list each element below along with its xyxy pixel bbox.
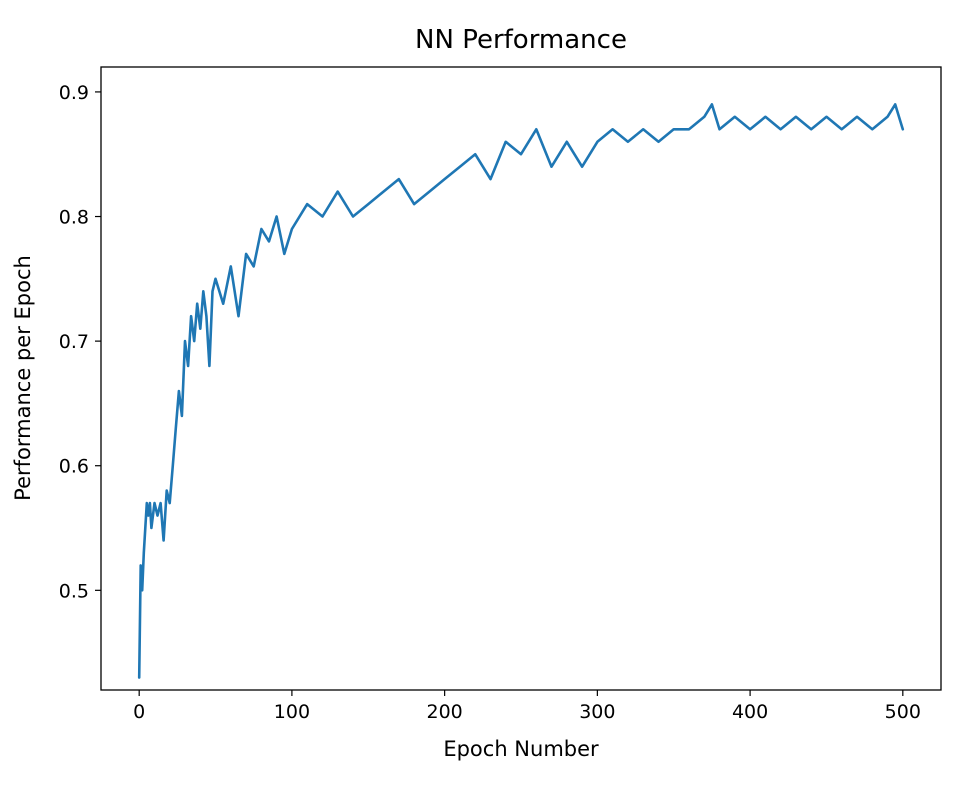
y-tick-label: 0.8 — [59, 207, 89, 229]
chart-title: NN Performance — [415, 25, 627, 55]
x-tick-label: 500 — [885, 701, 921, 723]
y-tick-label: 0.5 — [59, 580, 89, 602]
y-tick-label: 0.9 — [59, 82, 89, 104]
x-tick-label: 200 — [427, 701, 463, 723]
plot-area-frame — [100, 66, 942, 691]
x-axis-label: Epoch Number — [443, 737, 599, 761]
x-tick-label: 300 — [579, 701, 615, 723]
y-axis-label: Performance per Epoch — [11, 255, 35, 501]
y-axis-ticks: 0.5 0.6 0.7 0.8 0.9 — [59, 82, 101, 602]
performance-series-line — [137, 103, 905, 679]
x-tick-label: 100 — [274, 701, 310, 723]
y-tick-label: 0.6 — [59, 456, 89, 478]
series-layer — [137, 103, 905, 679]
y-tick-label: 0.7 — [59, 331, 89, 353]
x-tick-label: 400 — [732, 701, 768, 723]
x-tick-label: 0 — [133, 701, 145, 723]
x-axis-ticks: 0 100 200 300 400 500 — [133, 690, 921, 723]
